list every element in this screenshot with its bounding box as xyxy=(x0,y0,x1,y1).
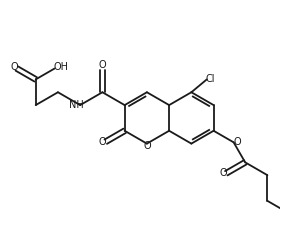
Text: O: O xyxy=(234,137,241,147)
Text: O: O xyxy=(99,61,106,70)
Text: NH: NH xyxy=(69,100,83,110)
Text: O: O xyxy=(99,137,107,147)
Text: OH: OH xyxy=(53,61,68,72)
Text: O: O xyxy=(143,141,151,151)
Text: O: O xyxy=(10,61,18,72)
Text: O: O xyxy=(219,168,227,178)
Text: Cl: Cl xyxy=(206,74,215,84)
